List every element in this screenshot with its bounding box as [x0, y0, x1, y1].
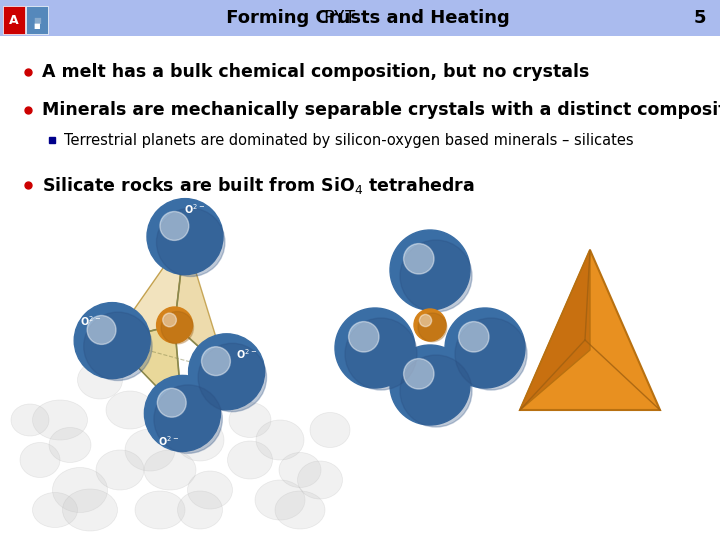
Text: Forming Crusts and Heating: Forming Crusts and Heating [220, 9, 510, 27]
Circle shape [455, 318, 527, 390]
Ellipse shape [178, 491, 222, 529]
Ellipse shape [144, 450, 196, 490]
Circle shape [189, 334, 265, 410]
Circle shape [400, 240, 472, 312]
Bar [3, 6, 25, 34]
Bar [26, 6, 48, 34]
Ellipse shape [229, 402, 271, 437]
Circle shape [445, 308, 525, 388]
Ellipse shape [256, 420, 304, 460]
Polygon shape [520, 250, 590, 410]
Ellipse shape [255, 480, 305, 520]
Ellipse shape [49, 428, 91, 462]
Circle shape [84, 312, 152, 381]
Ellipse shape [125, 429, 175, 471]
Text: PYT: PYT [324, 9, 356, 27]
Text: O$^{2-}$: O$^{2-}$ [80, 314, 101, 327]
Text: O$^{2-}$: O$^{2-}$ [184, 202, 205, 215]
Circle shape [420, 314, 431, 327]
Ellipse shape [20, 442, 60, 477]
Circle shape [160, 212, 189, 240]
Ellipse shape [78, 361, 122, 399]
Circle shape [345, 318, 417, 390]
Circle shape [161, 312, 194, 344]
Text: ■: ■ [33, 16, 41, 24]
Ellipse shape [96, 450, 144, 490]
Polygon shape [174, 237, 227, 372]
Ellipse shape [275, 491, 325, 529]
Text: A: A [9, 14, 19, 26]
Ellipse shape [106, 391, 154, 429]
Polygon shape [112, 237, 185, 341]
Text: ■: ■ [34, 23, 40, 29]
Circle shape [404, 244, 434, 274]
Polygon shape [112, 325, 182, 414]
Text: A melt has a bulk chemical composition, but no crystals: A melt has a bulk chemical composition, … [42, 63, 590, 81]
Text: 5: 5 [694, 9, 706, 27]
Circle shape [418, 313, 447, 342]
Ellipse shape [32, 492, 78, 528]
Circle shape [404, 359, 434, 389]
Circle shape [87, 315, 116, 345]
Circle shape [157, 388, 186, 417]
Ellipse shape [297, 461, 343, 499]
Polygon shape [520, 250, 660, 410]
Bar [0, 0, 720, 36]
Circle shape [390, 230, 470, 310]
Text: O$^{2-}$: O$^{2-}$ [236, 347, 257, 361]
Ellipse shape [279, 453, 321, 488]
Circle shape [390, 345, 470, 425]
Ellipse shape [32, 400, 88, 440]
Ellipse shape [176, 419, 224, 461]
Circle shape [198, 343, 266, 411]
Circle shape [348, 322, 379, 352]
Ellipse shape [53, 468, 107, 512]
Ellipse shape [135, 491, 185, 529]
Circle shape [400, 355, 472, 427]
Circle shape [335, 308, 415, 388]
Circle shape [459, 322, 489, 352]
Text: Silicate rocks are built from SiO$_4$ tetrahedra: Silicate rocks are built from SiO$_4$ te… [42, 174, 474, 195]
Circle shape [156, 208, 225, 276]
Ellipse shape [11, 404, 49, 436]
Circle shape [147, 199, 223, 275]
Text: O$^{2-}$: O$^{2-}$ [158, 435, 179, 448]
Circle shape [414, 309, 446, 341]
Circle shape [157, 307, 193, 343]
Circle shape [74, 302, 150, 379]
Circle shape [202, 347, 230, 376]
Circle shape [145, 375, 220, 451]
Ellipse shape [187, 471, 233, 509]
Ellipse shape [310, 413, 350, 448]
Text: Terrestrial planets are dominated by silicon-oxygen based minerals – silicates: Terrestrial planets are dominated by sil… [64, 132, 634, 147]
Circle shape [154, 385, 222, 453]
Ellipse shape [63, 489, 117, 531]
Circle shape [163, 313, 176, 327]
Ellipse shape [228, 441, 272, 479]
Text: Minerals are mechanically separable crystals with a distinct composition: Minerals are mechanically separable crys… [42, 101, 720, 119]
